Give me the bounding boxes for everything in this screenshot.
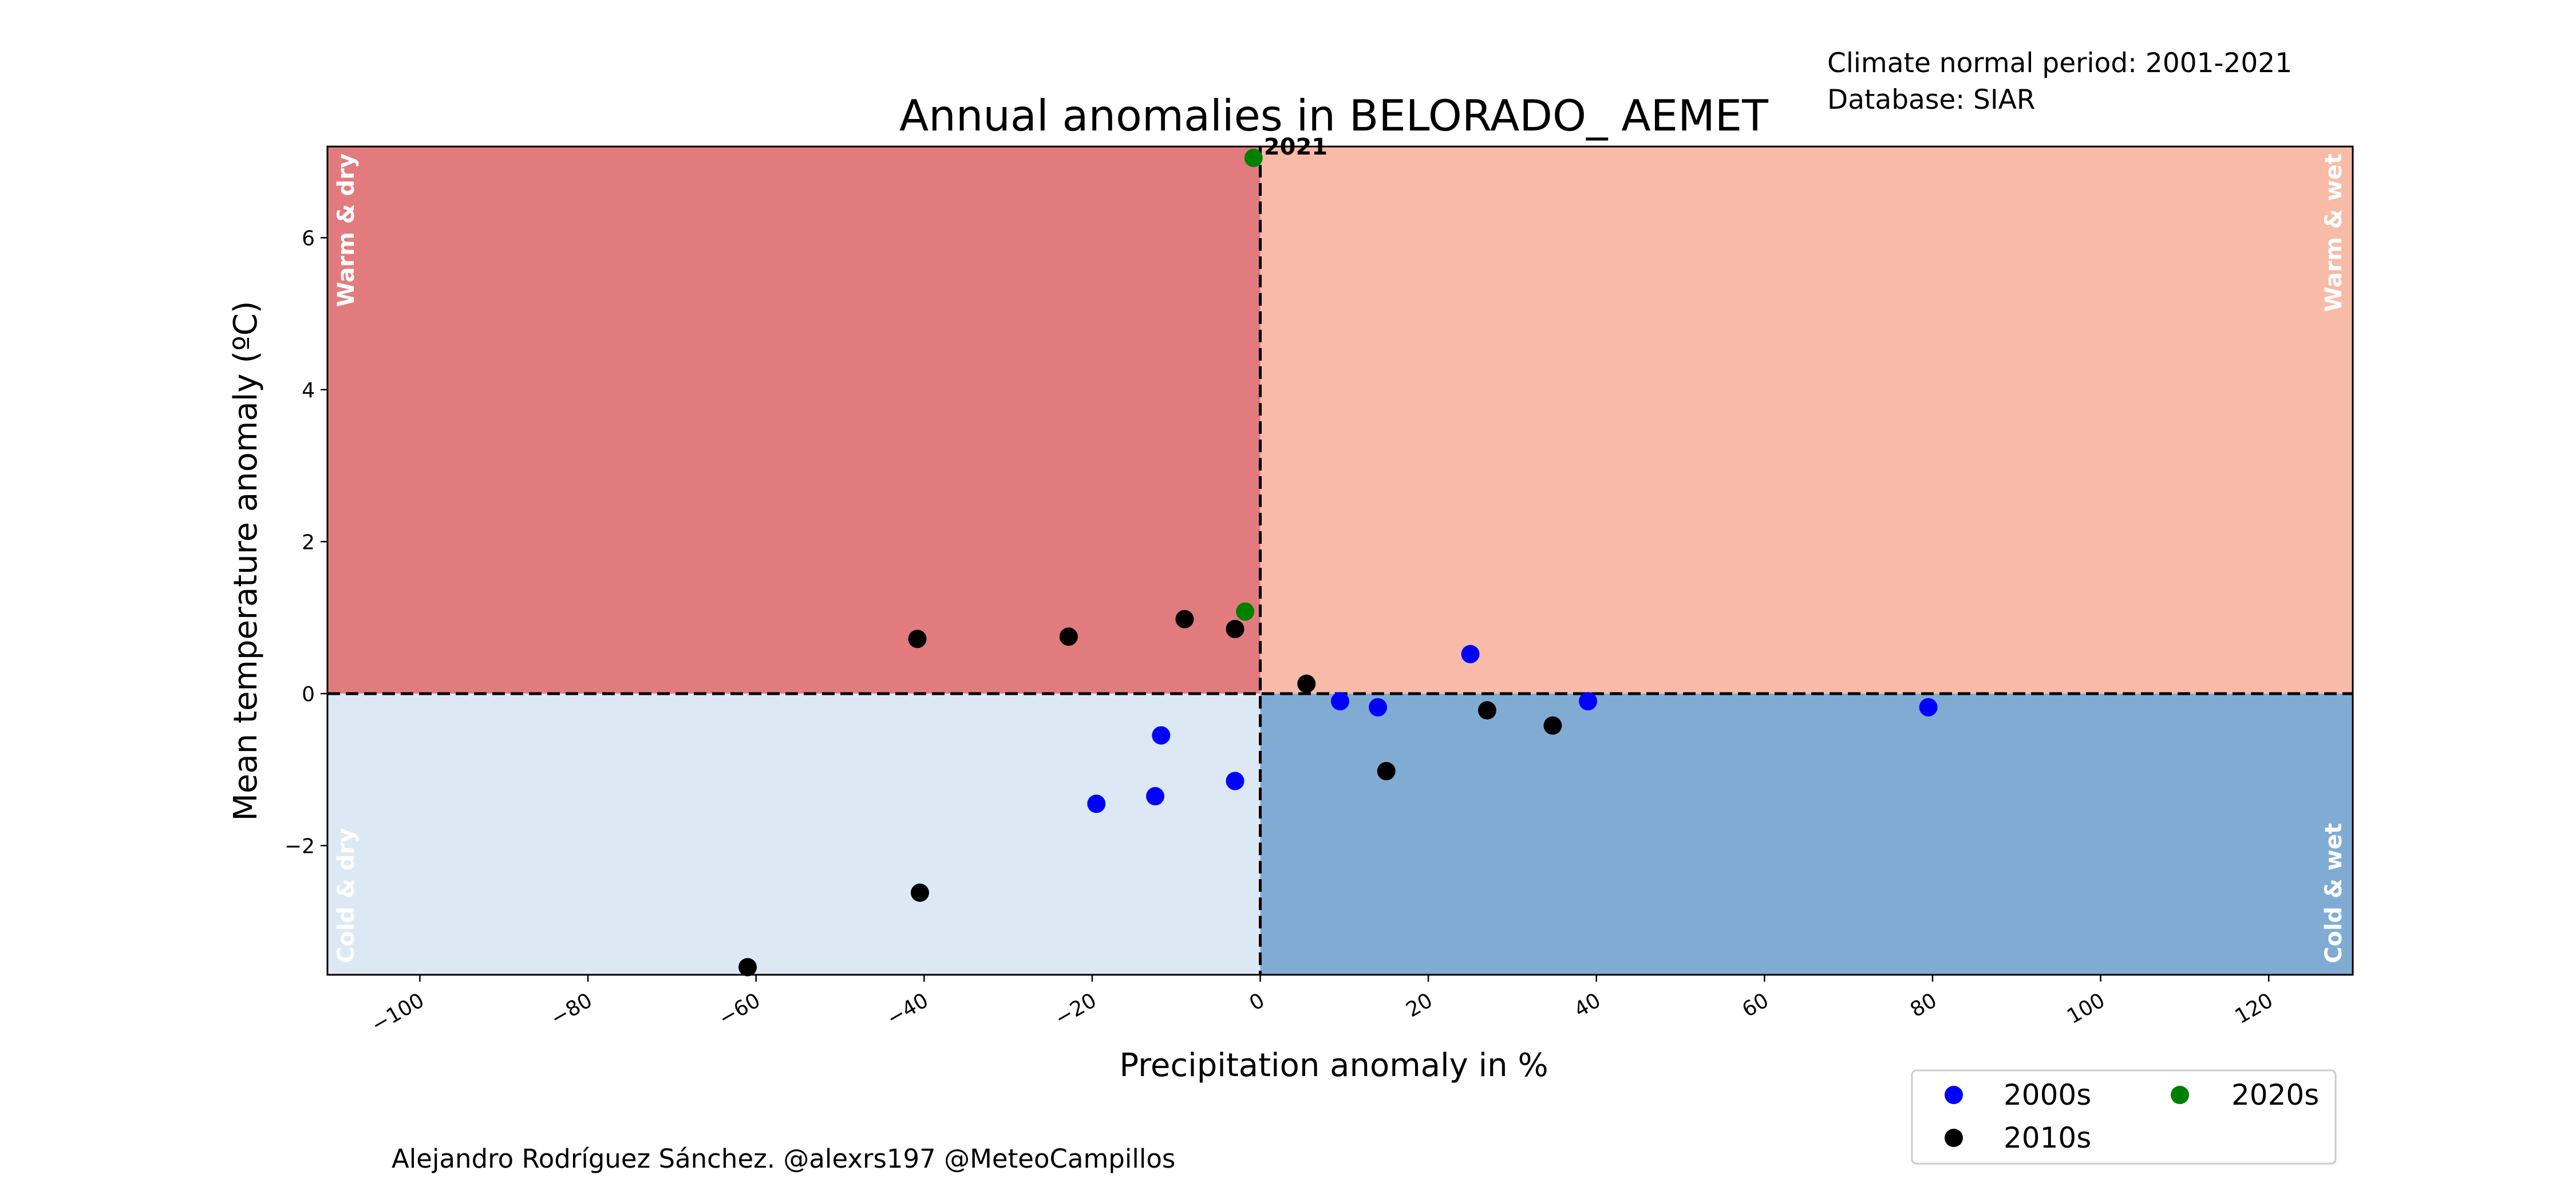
- y-tick-label: 2: [302, 531, 315, 554]
- data-point-2010s: [1477, 701, 1496, 720]
- x-axis-label: Precipitation anomaly in %: [1119, 1047, 1548, 1084]
- legend-label-2020s: 2020s: [2231, 1078, 2319, 1112]
- quadrant-label-cold-dry: Cold & dry: [333, 828, 359, 963]
- data-point-2000s: [1461, 645, 1480, 663]
- legend-marker-2000s: [1945, 1086, 1963, 1104]
- data-point-2010s: [908, 630, 927, 649]
- quadrant-label-warm-wet: Warm & wet: [2321, 153, 2347, 312]
- data-point-2000s: [1146, 787, 1165, 806]
- annotation-2021: 2021: [1264, 134, 1327, 160]
- quadrant-cold-wet: [1260, 693, 2353, 975]
- quadrant-label-cold-wet: Cold & wet: [2321, 823, 2347, 963]
- database-info: Database: SIAR: [1827, 84, 2036, 116]
- data-point-2020s: [1236, 602, 1255, 621]
- y-tick-label: 0: [302, 683, 315, 706]
- points-layer: 2021: [738, 134, 1938, 976]
- data-point-2000s: [1369, 698, 1388, 717]
- data-point-2000s: [1579, 692, 1598, 711]
- data-point-2010s: [1543, 716, 1562, 735]
- legend-box: [1911, 1069, 2337, 1165]
- quadrant-cold-dry: [327, 693, 1261, 975]
- data-point-2010s: [910, 883, 929, 902]
- data-point-2000s: [1152, 726, 1171, 745]
- y-tick-label: 4: [302, 379, 315, 402]
- quadrant-warm-wet: [1260, 147, 2353, 694]
- data-point-2000s: [1087, 794, 1106, 813]
- legend-label-2010s: 2010s: [2004, 1121, 2091, 1154]
- quadrant-layer: Warm & dry Warm & wet Cold & dry Cold & wet: [327, 147, 2353, 975]
- legend-marker-2010s: [1945, 1129, 1963, 1147]
- quadrant-warm-dry: [327, 147, 1261, 694]
- y-tick-label: −2: [285, 835, 315, 858]
- y-axis-label: Mean temperature anomaly (ºC): [227, 301, 264, 821]
- data-point-2010s: [1059, 627, 1078, 646]
- legend-label-2000s: 2000s: [2004, 1078, 2091, 1112]
- author-credit: Alejandro Rodríguez Sánchez. @alexrs197 …: [392, 1144, 1175, 1174]
- legend-marker-2020s: [2171, 1086, 2189, 1104]
- normal-period-info: Climate normal period: 2001-2021: [1827, 48, 2292, 79]
- data-point-2010s: [738, 958, 757, 976]
- data-point-2010s: [1175, 610, 1194, 628]
- data-point-2010s: [1226, 619, 1244, 638]
- y-tick-label: 6: [302, 227, 315, 250]
- legend: 2000s 2010s 2020s: [1911, 1069, 2337, 1165]
- data-point-2010s: [1377, 762, 1396, 781]
- data-point-2010s: [1297, 674, 1316, 693]
- data-point-2020s: [1244, 148, 1263, 167]
- data-point-2000s: [1919, 698, 1938, 717]
- quadrant-label-warm-dry: Warm & dry: [333, 153, 359, 307]
- data-point-2000s: [1331, 692, 1349, 711]
- plot-frame: [326, 145, 2354, 976]
- data-point-2000s: [1226, 772, 1244, 790]
- chart-title: Annual anomalies in BELORADO_ AEMET: [899, 90, 1769, 141]
